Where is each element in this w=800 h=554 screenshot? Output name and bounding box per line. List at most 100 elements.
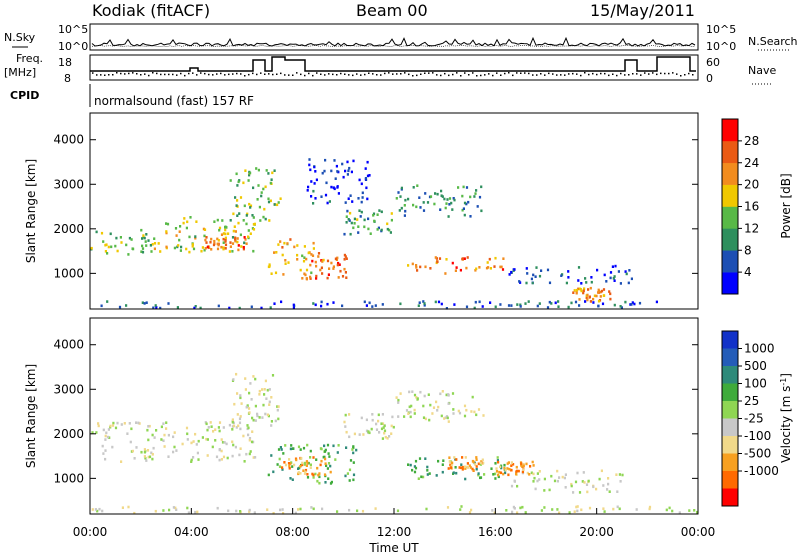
power-cell xyxy=(153,247,156,251)
velocity-cell xyxy=(153,436,156,439)
nave-dot xyxy=(560,74,562,76)
velocity-cell xyxy=(112,421,115,425)
power-cell xyxy=(603,273,606,277)
velocity-cell xyxy=(457,409,460,413)
velocity-cell xyxy=(516,469,519,473)
power-cell xyxy=(457,186,460,189)
velocity-cell xyxy=(606,488,609,491)
power-cell xyxy=(453,303,456,306)
power-cell xyxy=(244,238,247,241)
velocity-cell xyxy=(185,426,189,430)
velocity-cell xyxy=(477,408,481,411)
velocity-cell xyxy=(237,424,240,428)
power-cell xyxy=(462,185,465,189)
power-cell xyxy=(344,169,347,173)
velocity-cell xyxy=(348,479,351,482)
velocity-cell xyxy=(570,484,573,488)
velocity-cell xyxy=(147,425,150,428)
power-cell xyxy=(358,209,361,212)
power-colorbar-swatch xyxy=(722,206,738,229)
power-cell xyxy=(267,200,271,204)
power-cell xyxy=(178,230,181,233)
power-cell xyxy=(548,300,551,304)
velocity-cell xyxy=(409,410,412,414)
velocity-panel-bg xyxy=(90,318,698,514)
power-cell xyxy=(299,268,302,272)
velocity-cell xyxy=(244,377,247,380)
velocity-cell xyxy=(576,505,579,508)
nave-dot xyxy=(360,74,362,76)
velocity-cell xyxy=(226,456,229,460)
velocity-colorbar-swatch xyxy=(722,383,738,402)
power-cell xyxy=(628,269,631,272)
nave-dot xyxy=(528,72,530,75)
velocity-cell xyxy=(413,412,416,415)
velocity-cell xyxy=(506,467,509,470)
velocity-cell xyxy=(607,477,610,480)
power-cell xyxy=(232,229,235,233)
power-cell xyxy=(282,273,285,276)
power-cell xyxy=(489,301,492,304)
velocity-cell xyxy=(263,388,266,391)
velocity-cell xyxy=(374,507,377,510)
velocity-cell xyxy=(151,453,154,456)
velocity-cell xyxy=(228,423,231,427)
power-cell xyxy=(613,279,616,282)
velocity-cell xyxy=(231,420,234,424)
velocity-cell xyxy=(494,477,497,480)
power-cell xyxy=(373,219,376,223)
velocity-cell xyxy=(492,473,495,476)
power-cell xyxy=(609,276,612,280)
power-cell xyxy=(180,245,183,249)
velocity-cell xyxy=(612,507,615,511)
velocity-cell xyxy=(375,422,378,426)
velocity-cell xyxy=(409,463,412,467)
velocity-cell xyxy=(235,372,238,376)
power-cell xyxy=(377,226,380,230)
nsearch-label: N.Search xyxy=(748,35,798,48)
velocity-cell xyxy=(292,447,295,450)
power-cell xyxy=(360,182,363,186)
power-cell xyxy=(363,300,366,304)
power-cell xyxy=(612,277,615,280)
power-cell xyxy=(434,300,437,304)
power-cell xyxy=(280,300,283,304)
velocity-cell xyxy=(300,457,303,460)
nave-dot xyxy=(168,73,170,76)
power-cell xyxy=(367,217,370,221)
nave-dot xyxy=(356,73,358,75)
velocity-cell xyxy=(239,394,242,397)
power-cell xyxy=(283,241,286,245)
velocity-cell xyxy=(204,421,207,424)
velocity-cell xyxy=(243,460,246,463)
velocity-cell xyxy=(381,437,384,440)
velocity-cell xyxy=(327,452,330,455)
power-cell xyxy=(118,305,122,309)
power-cell xyxy=(434,192,437,195)
power-cell xyxy=(582,289,585,293)
power-cell xyxy=(120,241,123,244)
power-cell xyxy=(459,268,462,272)
velocity-cell xyxy=(163,433,166,437)
power-cell xyxy=(587,288,590,291)
nave-dot xyxy=(672,72,674,74)
velocity-cell xyxy=(411,468,414,472)
velocity-cell xyxy=(312,507,315,511)
nave-label: Nave xyxy=(748,64,776,77)
velocity-cell xyxy=(576,509,579,513)
power-cell xyxy=(249,171,252,175)
velocity-cell xyxy=(422,404,425,408)
velocity-cell xyxy=(192,456,195,459)
velocity-cell xyxy=(321,507,324,511)
velocity-colorbar-tick-label: 1000 xyxy=(744,342,775,356)
velocity-cell xyxy=(469,466,472,469)
power-cell xyxy=(176,306,179,309)
power-cell xyxy=(578,298,581,301)
nave-dot xyxy=(544,74,546,76)
power-cell xyxy=(584,277,587,280)
velocity-cell xyxy=(160,425,163,429)
power-cell xyxy=(625,272,628,276)
velocity-cell xyxy=(252,440,255,444)
power-cell xyxy=(367,227,370,231)
velocity-cell xyxy=(358,433,361,436)
